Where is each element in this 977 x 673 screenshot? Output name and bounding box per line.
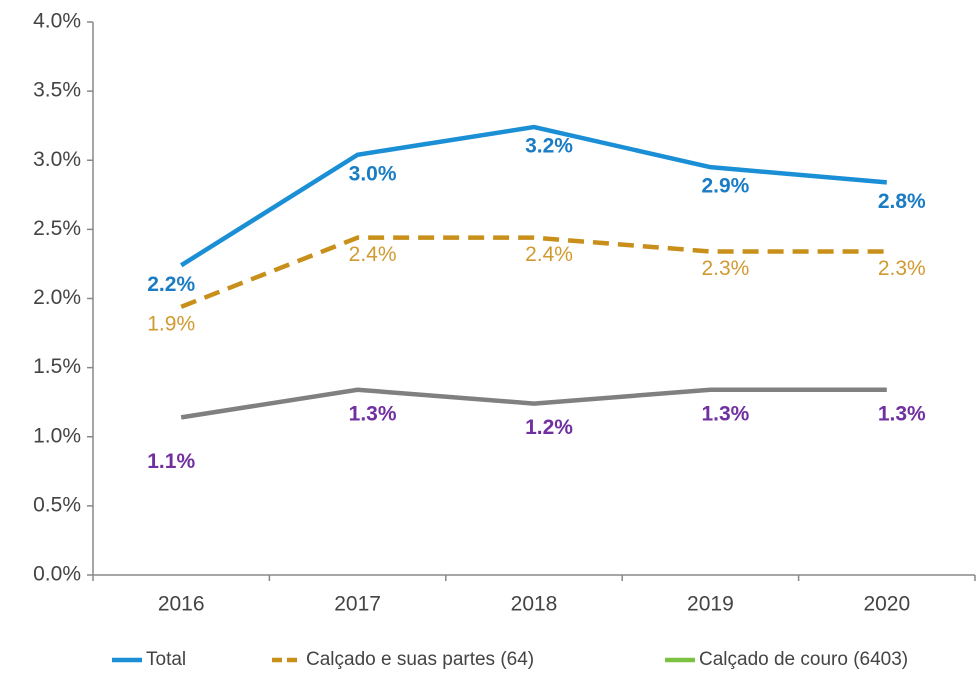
data-label: 2.3% bbox=[701, 257, 749, 280]
legend-label: Calçado e suas partes (64) bbox=[306, 649, 534, 670]
data-label: 3.2% bbox=[525, 135, 573, 158]
data-label: 2.3% bbox=[878, 257, 926, 280]
data-label: 1.3% bbox=[349, 402, 397, 425]
y-tick-label: 2.0% bbox=[33, 286, 81, 309]
x-tick-label: 2017 bbox=[334, 593, 381, 616]
data-label: 2.9% bbox=[701, 175, 749, 198]
series-line bbox=[180, 235, 887, 309]
data-label: 2.8% bbox=[878, 190, 926, 213]
x-tick-label: 2016 bbox=[158, 593, 205, 616]
y-tick-label: 3.5% bbox=[33, 79, 81, 102]
data-label: 2.4% bbox=[349, 243, 397, 266]
data-label: 1.1% bbox=[147, 450, 195, 473]
y-tick-label: 3.0% bbox=[33, 148, 81, 171]
data-label: 2.2% bbox=[147, 273, 195, 296]
x-tick-label: 2018 bbox=[511, 593, 558, 616]
data-label: 1.3% bbox=[878, 402, 926, 425]
y-tick-label: 2.5% bbox=[33, 217, 81, 240]
y-tick-label: 0.0% bbox=[33, 563, 81, 586]
data-label: 3.0% bbox=[349, 162, 397, 185]
data-label: 1.3% bbox=[701, 402, 749, 425]
x-tick-label: 2019 bbox=[687, 593, 734, 616]
legend-label: Calçado de couro (6403) bbox=[699, 649, 908, 670]
legend-label: Total bbox=[146, 649, 186, 670]
series-line bbox=[180, 124, 887, 268]
y-tick-label: 1.5% bbox=[33, 355, 81, 378]
y-tick-label: 0.5% bbox=[33, 493, 81, 516]
y-tick-label: 4.0% bbox=[33, 10, 81, 33]
data-label: 1.9% bbox=[147, 312, 195, 335]
data-label: 2.4% bbox=[525, 243, 573, 266]
x-tick-label: 2020 bbox=[863, 593, 910, 616]
data-label: 1.2% bbox=[525, 416, 573, 439]
series-line bbox=[180, 387, 887, 420]
y-tick-label: 1.0% bbox=[33, 424, 81, 447]
